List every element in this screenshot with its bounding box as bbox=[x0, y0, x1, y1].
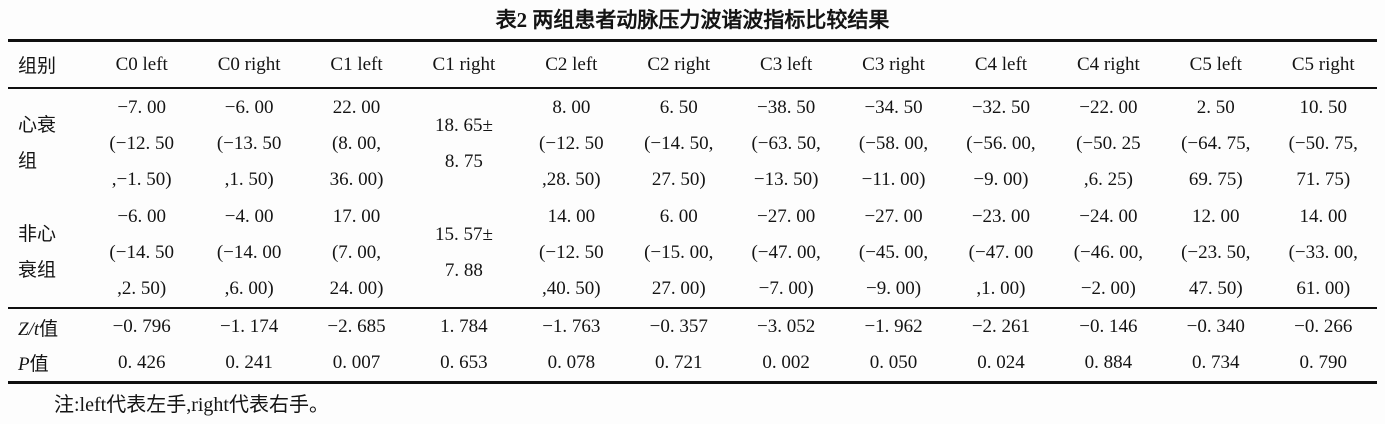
stat-value: 0. 007 bbox=[332, 351, 381, 373]
header-row: 组别 C0 left C0 right C1 left C1 right C2 left C… bbox=[8, 41, 1377, 88]
stat-value: −0. 357 bbox=[649, 316, 708, 337]
stat-value: 0. 050 bbox=[869, 351, 918, 373]
stat-value: 0. 653 bbox=[440, 351, 488, 373]
stat-value: −0. 146 bbox=[1079, 316, 1138, 337]
data-cell: 18. 65± 8. 75 bbox=[434, 114, 493, 172]
data-cell: 14. 00 (−12. 50,40. 50) bbox=[539, 205, 604, 299]
group-row: 非心 衰组 −6. 00 (−14. 50,2. 50) −4. 00 (−14. 00,… bbox=[8, 198, 1377, 308]
column-header-c2-right: C2 right bbox=[647, 53, 711, 75]
column-header-c3-right: C3 right bbox=[862, 53, 925, 75]
data-cell: 14. 00 (−33. 00, 61. 00) bbox=[1288, 205, 1358, 299]
stat-value: 0. 002 bbox=[762, 351, 810, 373]
table-body: 心衰组 −7. 00 (−12. 50 ,−1. 50) −6. 00 (−13. 50,… bbox=[8, 88, 1377, 382]
row-label: 心衰组 bbox=[18, 114, 57, 172]
data-cell: −27. 00 (−45. 00, −9. 00) bbox=[858, 205, 929, 299]
stat-value: −1. 174 bbox=[220, 316, 279, 337]
stat-value: 0. 241 bbox=[225, 351, 273, 373]
table-head: 组别 C0 left C0 right C1 left C1 right C2 left C… bbox=[8, 41, 1377, 88]
stat-value: 0. 884 bbox=[1084, 351, 1133, 373]
stat-value: −1. 763 bbox=[542, 316, 601, 337]
column-header-c0-left: C0 left bbox=[115, 53, 168, 75]
data-cell: 17. 00 (7. 00, 24. 00) bbox=[329, 205, 384, 299]
column-header-c3-left: C3 left bbox=[760, 53, 813, 75]
stat-value: 0. 721 bbox=[654, 351, 703, 373]
data-cell: 22. 00 (8. 00, 36. 00) bbox=[329, 96, 384, 190]
stat-value: 0. 078 bbox=[547, 351, 596, 373]
stat-value: −3. 052 bbox=[757, 316, 816, 337]
data-cell: 8. 00 (−12. 50,28. 50) bbox=[539, 96, 604, 190]
data-cell: −6. 00 (−14. 50,2. 50) bbox=[109, 205, 174, 299]
column-header-group: 组别 bbox=[18, 56, 57, 77]
column-header-c5-right: C5 right bbox=[1291, 53, 1355, 75]
column-header-c1-right: C1 right bbox=[432, 53, 496, 75]
data-cell: −27. 00 (−47. 00, −7. 00) bbox=[751, 205, 821, 299]
column-header-c4-left: C4 left bbox=[974, 53, 1028, 75]
column-header-c5-left: C5 left bbox=[1189, 53, 1242, 75]
data-cell: −38. 50 (−63. 50, −13. 50) bbox=[751, 96, 821, 190]
data-cell: 6. 00 (−15. 00, 27. 00) bbox=[644, 205, 714, 299]
data-cell: −4. 00 (−14. 00,6. 00) bbox=[216, 205, 282, 299]
data-cell: −24. 00 (−46. 00, −2. 00) bbox=[1073, 205, 1143, 299]
stat-value: −2. 685 bbox=[327, 316, 386, 337]
data-cell: 6. 50 (−14. 50, 27. 50) bbox=[644, 96, 714, 190]
table-title: 表2 两组患者动脉压力波谐波指标比较结果 bbox=[495, 8, 890, 32]
data-cell: −7. 00 (−12. 50 ,−1. 50) bbox=[109, 96, 174, 190]
column-header-c2-left: C2 left bbox=[545, 53, 598, 75]
data-cell: 10. 50 (−50. 75, 71. 75) bbox=[1288, 96, 1358, 190]
stat-value: −1. 962 bbox=[864, 316, 923, 337]
stat-row-label: P值 bbox=[18, 354, 49, 376]
stat-row: P值 0. 426 0. 241 0. 007 0. 653 0. 078 0. 721 0.… bbox=[8, 345, 1377, 382]
stat-value: −0. 340 bbox=[1186, 316, 1245, 337]
stat-value: 0. 024 bbox=[977, 351, 1025, 373]
data-cell: −34. 50 (−58. 00, −11. 00) bbox=[858, 96, 929, 190]
data-cell: −32. 50 (−56. 00, −9. 00) bbox=[966, 96, 1036, 190]
group-row: 心衰组 −7. 00 (−12. 50 ,−1. 50) −6. 00 (−13. 50,… bbox=[8, 88, 1377, 198]
data-cell: −6. 00 (−13. 50,1. 50) bbox=[216, 96, 282, 190]
data-cell: 12. 00 (−23. 50, 47. 50) bbox=[1181, 205, 1251, 299]
stat-row: Z/t值 −0. 796 −1. 174 −2. 685 1. 784 −1. 763 −0… bbox=[8, 308, 1377, 345]
column-header-c1-left: C1 left bbox=[330, 53, 383, 75]
row-label: 非心 衰组 bbox=[18, 223, 57, 281]
stat-value: 1. 784 bbox=[440, 316, 488, 337]
data-cell: −22. 00 (−50. 25,6. 25) bbox=[1076, 96, 1141, 190]
stat-value: −2. 261 bbox=[971, 316, 1031, 337]
stat-row-label: Z/t值 bbox=[18, 318, 59, 340]
stat-value: −0. 796 bbox=[112, 316, 171, 337]
data-cell: −23. 00 (−47. 00,1. 00) bbox=[968, 205, 1034, 299]
table-footnote: 注:left代表左手,right代表右手。 bbox=[54, 393, 329, 416]
stat-value: 0. 426 bbox=[117, 351, 166, 373]
data-cell: 2. 50 (−64. 75, 69. 75) bbox=[1181, 96, 1251, 190]
column-header-c0-right: C0 right bbox=[217, 53, 281, 75]
stat-value: 0. 790 bbox=[1299, 351, 1347, 373]
column-header-c4-right: C4 right bbox=[1076, 53, 1140, 75]
data-cell: 15. 57± 7. 88 bbox=[434, 223, 493, 281]
harmonics-comparison-table: 组别 C0 left C0 right C1 left C1 right C2 left C… bbox=[8, 39, 1377, 384]
stat-value: 0. 734 bbox=[1192, 351, 1240, 373]
stat-value: −0. 266 bbox=[1294, 316, 1353, 337]
